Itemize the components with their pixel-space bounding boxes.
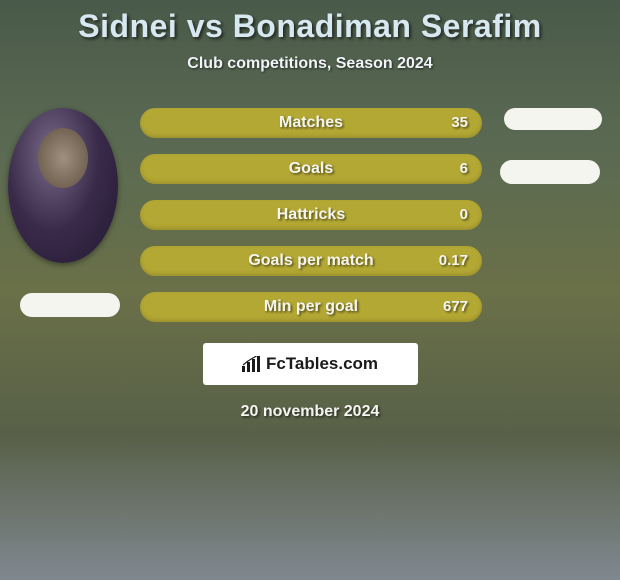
brand-badge: FcTables.com	[203, 343, 418, 385]
stat-value: 677	[443, 292, 468, 322]
page-subtitle: Club competitions, Season 2024	[0, 55, 620, 73]
stat-value: 0.17	[439, 246, 468, 276]
brand-name: FcTables.com	[266, 354, 378, 374]
stat-label: Matches	[140, 108, 482, 138]
player-left-avatar	[8, 108, 118, 263]
stat-value: 0	[460, 200, 468, 230]
stat-label: Hattricks	[140, 200, 482, 230]
stat-value: 35	[451, 108, 468, 138]
player-left-pill	[20, 293, 120, 317]
stat-label: Min per goal	[140, 292, 482, 322]
stat-label: Goals	[140, 154, 482, 184]
stat-bar: Goals 6	[140, 154, 482, 184]
player-right-pill-2	[500, 160, 600, 184]
date-text: 20 november 2024	[0, 403, 620, 421]
player-right-pill-1	[504, 108, 602, 130]
stat-label: Goals per match	[140, 246, 482, 276]
comparison-area: Matches 35 Goals 6 Hattricks 0 Goals per…	[0, 108, 620, 323]
stat-bar: Hattricks 0	[140, 200, 482, 230]
stat-bar: Matches 35	[140, 108, 482, 138]
page-title: Sidnei vs Bonadiman Serafim	[0, 0, 620, 45]
stat-bar: Goals per match 0.17	[140, 246, 482, 276]
stat-bar: Min per goal 677	[140, 292, 482, 322]
stat-bars: Matches 35 Goals 6 Hattricks 0 Goals per…	[140, 108, 482, 338]
comparison-infographic: Sidnei vs Bonadiman Serafim Club competi…	[0, 0, 620, 580]
stat-value: 6	[460, 154, 468, 184]
bar-chart-icon	[242, 356, 262, 372]
